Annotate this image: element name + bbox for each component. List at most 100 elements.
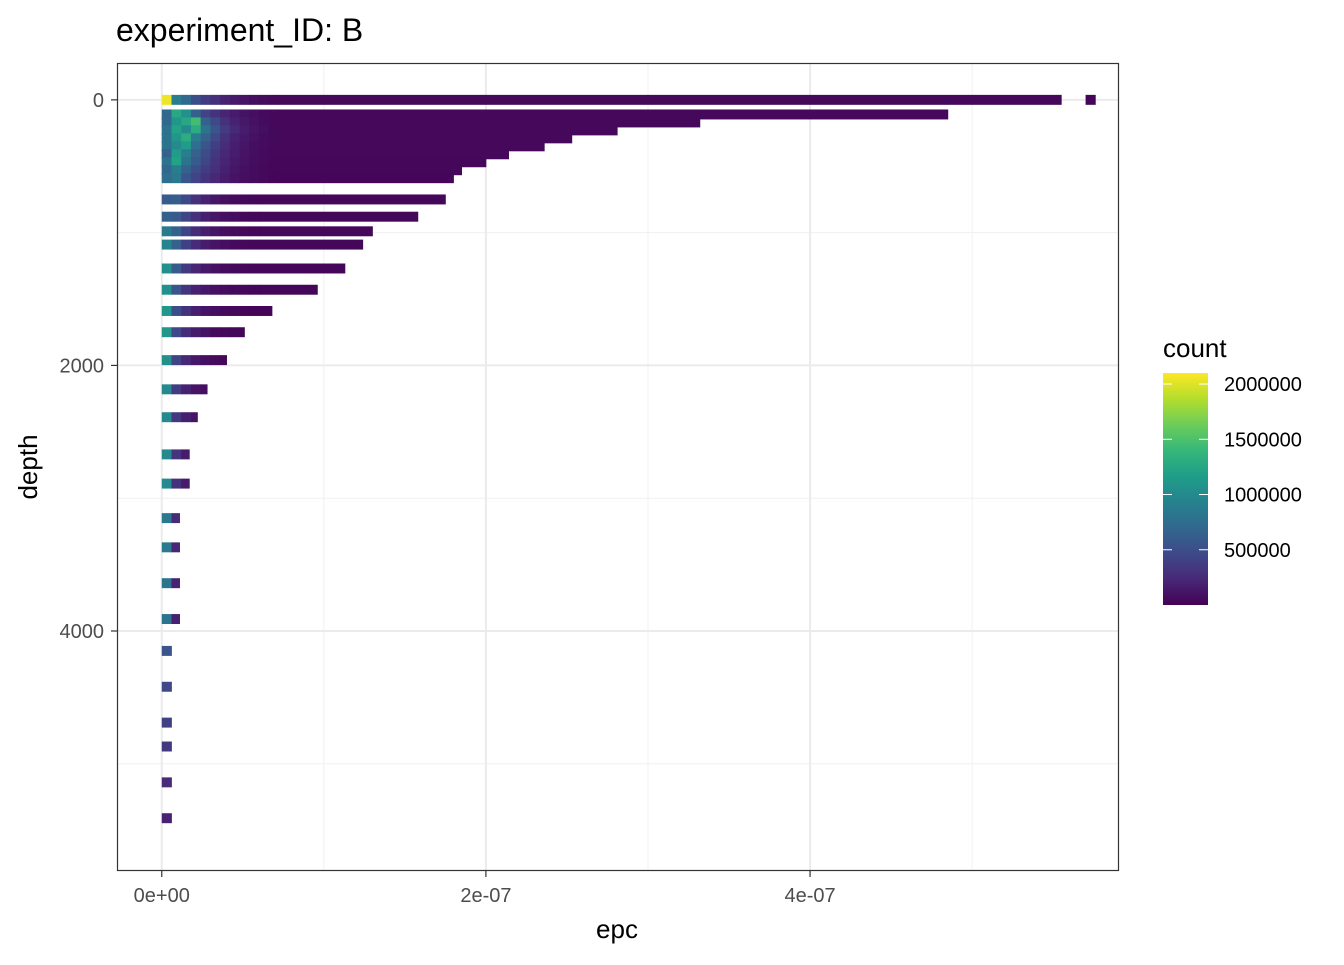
heatmap-bin (210, 284, 221, 295)
heatmap-bin (229, 226, 240, 237)
heatmap-bin (161, 226, 172, 237)
heatmap-bin (200, 211, 211, 222)
heatmap-bin (161, 478, 172, 489)
heatmap-bin (161, 211, 172, 222)
heatmap-bin (220, 165, 231, 176)
heatmap-bin (181, 117, 192, 128)
heatmap-bin (259, 149, 270, 160)
heatmap-bin (239, 239, 250, 250)
x-tick-label: 2e-07 (460, 885, 511, 907)
heatmap-bin (190, 109, 202, 120)
heatmap-bin (200, 355, 211, 366)
heatmap-bin (268, 173, 279, 184)
heatmap-bin (220, 133, 231, 144)
heatmap-bin (171, 226, 182, 237)
heatmap-bin (210, 355, 221, 366)
heatmap-bin-tail (278, 133, 573, 144)
heatmap-bin (171, 173, 182, 184)
heatmap-bin (229, 149, 240, 160)
heatmap-bin (161, 614, 172, 625)
heatmap-bin (171, 284, 182, 295)
y-tick-label: 4000 (60, 621, 105, 643)
heatmap-bin (229, 194, 240, 205)
heatmap-bin (200, 141, 211, 152)
heatmap-bin (259, 94, 270, 105)
heatmap-bin-tail (259, 306, 273, 316)
heatmap-bin (229, 133, 240, 144)
heatmap-bin (190, 226, 202, 237)
heatmap-bin (161, 741, 172, 752)
heatmap-bin (239, 211, 250, 222)
heatmap-bin (268, 165, 279, 176)
heatmap-bin (229, 211, 240, 222)
heatmap-bin (239, 141, 250, 152)
heatmap-bin (239, 149, 250, 160)
heatmap-bin (161, 239, 172, 250)
heatmap-bin (161, 645, 172, 656)
heatmap-bin (229, 157, 240, 168)
heatmap-bin (249, 263, 260, 274)
heatmap-bin (200, 226, 211, 237)
heatmap-bin (200, 306, 211, 316)
heatmap-bin (190, 306, 202, 316)
heatmap-bin (249, 109, 260, 120)
heatmap-bin (190, 284, 202, 295)
heatmap-bin (220, 239, 231, 250)
heatmap-bin (210, 211, 221, 222)
heatmap-bin-tail (259, 194, 446, 205)
heatmap-bin (161, 149, 172, 160)
heatmap-bin (200, 284, 211, 295)
heatmap-bin (181, 327, 192, 338)
heatmap-bin (161, 578, 172, 589)
heatmap-bin (239, 226, 250, 237)
heatmap-bin (249, 284, 260, 295)
heatmap-bin (171, 412, 182, 423)
heatmap-bin (161, 513, 172, 524)
heatmap-bin (268, 157, 279, 168)
heatmap-bin (181, 94, 192, 105)
heatmap-bin (161, 165, 172, 176)
heatmap-bin (161, 173, 172, 184)
heatmap-bin (229, 284, 240, 295)
heatmap-bin (239, 284, 250, 295)
heatmap-bin (210, 239, 221, 250)
heatmap-bin (210, 109, 221, 120)
heatmap-bin (181, 306, 192, 316)
heatmap-bin (220, 141, 231, 152)
heatmap-bin-tail (278, 94, 1062, 105)
chart-title: experiment_ID: B (116, 12, 363, 48)
heatmap-bin (249, 94, 260, 105)
heatmap-bin (171, 513, 180, 524)
heatmap-bin (161, 355, 172, 366)
heatmap-bin (229, 94, 240, 105)
heatmap-bin (210, 327, 221, 338)
heatmap-bin (171, 94, 182, 105)
heatmap-bin (181, 226, 192, 237)
heatmap-bin (181, 211, 192, 222)
heatmap-bin-tail (259, 239, 364, 250)
heatmap-bin (171, 306, 182, 316)
heatmap-bin (210, 141, 221, 152)
heatmap-bin (161, 412, 172, 423)
heatmap-bin (161, 194, 172, 205)
heatmap-bin (161, 813, 172, 824)
heatmap-bin-tail (259, 226, 373, 237)
heatmap-bin (229, 239, 240, 250)
heatmap-bin (171, 263, 182, 274)
heatmap-bin (268, 149, 279, 160)
heatmap-bin-tail (278, 173, 454, 184)
heatmap-bin (249, 173, 260, 184)
heatmap-bin (200, 133, 211, 144)
heatmap-bin (190, 263, 202, 274)
heatmap-bin (190, 125, 202, 136)
legend-colorbar (1163, 373, 1208, 605)
heatmap-bin (200, 384, 208, 395)
heatmap-bin (161, 384, 172, 395)
heatmap-bin (190, 133, 202, 144)
heatmap-bin (249, 211, 260, 222)
heatmap-bin (171, 149, 182, 160)
heatmap-bin (229, 109, 240, 120)
heatmap-bin (220, 327, 231, 338)
heatmap-bin (220, 306, 231, 316)
